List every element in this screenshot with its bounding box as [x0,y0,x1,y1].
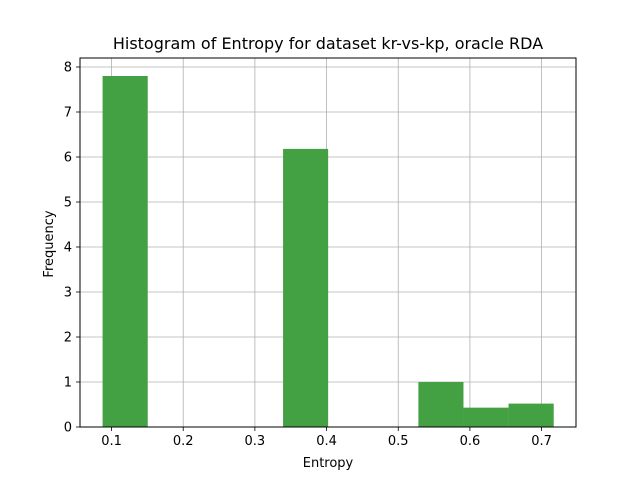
axis-ticks: 0.1 0.2 0.3 0.4 0.5 0.6 0.7 0 1 2 3 4 5 6 7 8 [64,61,552,450]
y-tick-label: 6 [64,151,72,166]
histogram-bar [102,76,148,427]
y-tick-label: 4 [64,241,72,256]
x-tick-label: 0.2 [173,434,194,449]
y-tick-label: 7 [64,106,72,121]
histogram-bar [418,382,464,427]
x-tick-label: 0.5 [388,434,409,449]
x-tick-label: 0.6 [460,434,481,449]
histogram-bar [283,148,329,427]
x-tick-label: 0.1 [101,434,122,449]
histogram-bar [463,407,509,427]
histogram-bar [508,403,554,427]
histogram-bars [102,76,554,427]
y-tick-label: 5 [64,196,72,211]
y-tick-label: 8 [64,61,72,76]
y-tick-label: 2 [64,331,72,346]
x-axis-label: Entropy [303,456,354,471]
x-tick-label: 0.7 [531,434,552,449]
y-tick-label: 1 [64,376,72,391]
x-tick-label: 0.3 [245,434,266,449]
y-axis-label: Frequency [42,210,57,277]
x-tick-label: 0.4 [316,434,337,449]
y-tick-label: 0 [64,421,72,436]
plot-frame [79,57,577,428]
y-tick-label: 3 [64,286,72,301]
chart-title: Histogram of Entropy for dataset kr-vs-k… [113,34,543,53]
